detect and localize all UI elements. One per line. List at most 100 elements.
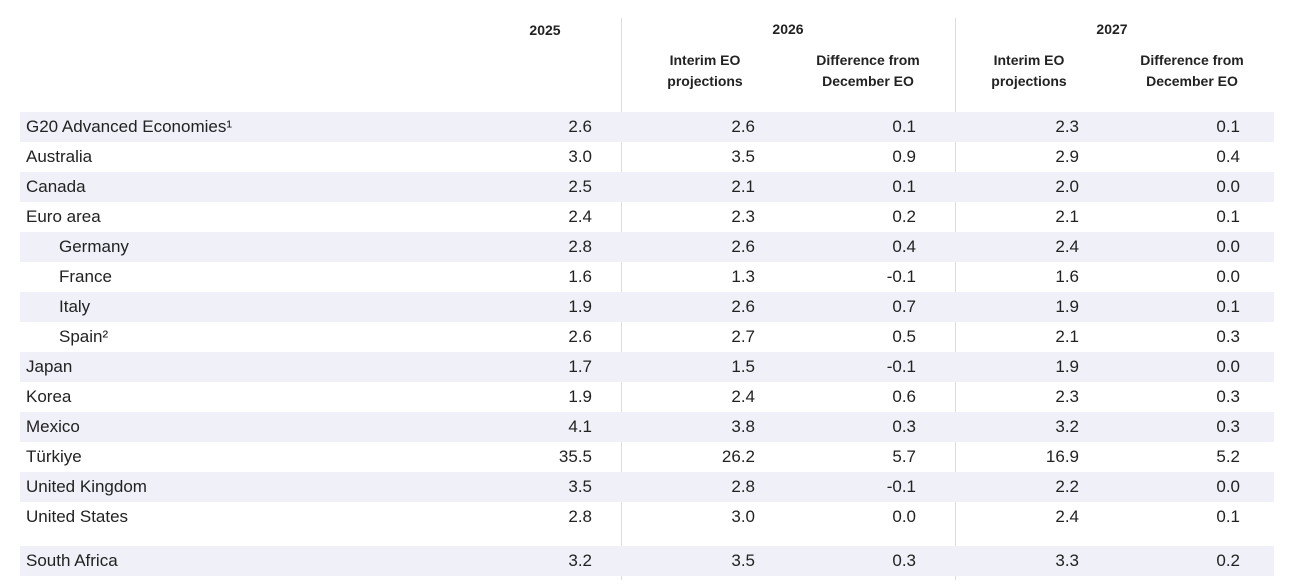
cell-value: 4.1: [568, 417, 592, 436]
row-band: [20, 472, 1274, 502]
row-label: Canada: [26, 177, 86, 196]
row-label: Germany: [59, 237, 129, 256]
cell-value: 2.9: [1055, 147, 1079, 166]
cell-value: 2.3: [1055, 117, 1079, 136]
cell-value: 3.3: [1055, 551, 1079, 570]
row-label: Australia: [26, 147, 93, 166]
cell-value: 2.8: [568, 507, 592, 526]
cell-value: 2.0: [1055, 177, 1079, 196]
cell-value: 0.0: [1216, 177, 1240, 196]
row-label: Mexico: [26, 417, 80, 436]
cell-value: -0.1: [886, 357, 916, 376]
cell-value: 3.0: [731, 507, 755, 526]
cell-value: 0.2: [1216, 551, 1240, 570]
cell-value: 2.6: [731, 237, 755, 256]
row-band: [20, 172, 1274, 202]
cell-value: 5.2: [1216, 447, 1240, 466]
row-label: Spain²: [59, 327, 109, 346]
cell-value: 1.7: [568, 357, 592, 376]
cell-value: 3.0: [568, 147, 592, 166]
cell-value: 2.1: [1055, 327, 1079, 346]
row-band: [20, 352, 1274, 382]
cell-value: 2.6: [568, 327, 592, 346]
cell-value: 3.5: [568, 477, 592, 496]
cell-value: 1.9: [1055, 297, 1079, 316]
cell-value: 5.7: [892, 447, 916, 466]
cell-value: 35.5: [558, 447, 592, 466]
cell-value: 0.2: [892, 207, 916, 226]
cell-value: 0.3: [892, 417, 916, 436]
cell-value: 3.8: [731, 417, 755, 436]
cell-value: 2.4: [731, 387, 755, 406]
row-band: [20, 112, 1274, 142]
row-label: United States: [26, 507, 129, 526]
cell-value: 1.9: [1055, 357, 1079, 376]
cell-value: 0.0: [1216, 357, 1240, 376]
cell-value: -0.1: [886, 267, 916, 286]
row-band: [20, 232, 1274, 262]
cell-value: 1.9: [568, 297, 592, 316]
row-label: Euro area: [26, 207, 101, 226]
row-band: [20, 546, 1274, 576]
cell-value: 2.7: [731, 327, 755, 346]
cell-value: 0.1: [1216, 117, 1240, 136]
cell-value: 3.2: [1055, 417, 1079, 436]
cell-value: 1.9: [568, 387, 592, 406]
cell-value: -0.1: [886, 477, 916, 496]
row-label: South Africa: [26, 551, 118, 570]
cell-value: 2.3: [1055, 387, 1079, 406]
row-label: United Kingdom: [26, 477, 147, 496]
row-label: Japan: [26, 357, 73, 376]
cell-value: 2.6: [731, 117, 755, 136]
sub-header: Difference from December EO: [1140, 52, 1244, 89]
cell-value: 0.4: [892, 237, 916, 256]
cell-value: 0.0: [1216, 237, 1240, 256]
cell-value: 2.8: [568, 237, 592, 256]
sub-header: Interim EO projections: [991, 52, 1067, 89]
row-label: G20 Advanced Economies¹: [26, 117, 233, 136]
cell-value: 2.6: [568, 117, 592, 136]
cell-value: 2.2: [1055, 477, 1079, 496]
cell-value: 0.7: [892, 297, 916, 316]
year-header: 2026: [772, 21, 804, 37]
row-band: [20, 412, 1274, 442]
cell-value: 0.3: [1216, 327, 1240, 346]
cell-value: 0.1: [1216, 507, 1240, 526]
cell-value: 2.6: [731, 297, 755, 316]
cell-value: 0.1: [1216, 297, 1240, 316]
row-label: Türkiye: [26, 447, 82, 466]
cell-value: 0.4: [1216, 147, 1240, 166]
cell-value: 2.4: [568, 207, 592, 226]
cell-value: 2.4: [1055, 237, 1079, 256]
row-band: [20, 292, 1274, 322]
cell-value: 1.3: [731, 267, 755, 286]
cell-value: 1.5: [731, 357, 755, 376]
cell-value: 26.2: [721, 447, 755, 466]
cell-value: 0.0: [892, 507, 916, 526]
cell-value: 0.3: [892, 551, 916, 570]
cell-value: 0.3: [1216, 387, 1240, 406]
cell-value: 3.5: [731, 551, 755, 570]
cell-value: 2.1: [1055, 207, 1079, 226]
cell-value: 0.0: [1216, 267, 1240, 286]
row-label: France: [59, 267, 112, 286]
cell-value: 1.6: [1055, 267, 1079, 286]
cell-value: 16.9: [1045, 447, 1079, 466]
cell-value: 0.5: [892, 327, 916, 346]
cell-value: 1.6: [568, 267, 592, 286]
year-header: 2025: [529, 22, 561, 38]
sub-header: Difference from December EO: [816, 52, 920, 89]
cell-value: 0.9: [892, 147, 916, 166]
cell-value: 2.4: [1055, 507, 1079, 526]
year-header: 2027: [1096, 21, 1128, 37]
cell-value: 0.3: [1216, 417, 1240, 436]
cell-value: 2.1: [731, 177, 755, 196]
cell-value: 0.6: [892, 387, 916, 406]
cell-value: 2.8: [731, 477, 755, 496]
sub-header: Interim EO projections: [667, 52, 743, 89]
cell-value: 3.5: [731, 147, 755, 166]
row-label: Korea: [26, 387, 72, 406]
cell-value: 0.1: [892, 177, 916, 196]
cell-value: 2.3: [731, 207, 755, 226]
